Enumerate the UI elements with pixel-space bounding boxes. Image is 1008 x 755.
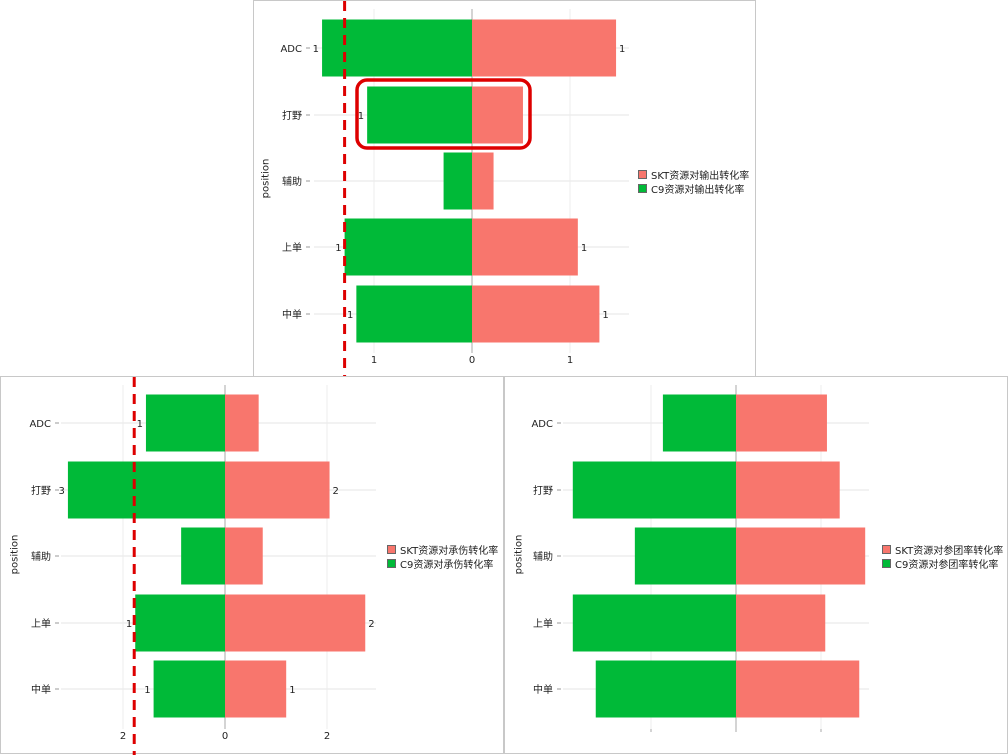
legend-item-c9: C9资源对输出转化率 bbox=[638, 181, 749, 196]
chart-panel-output: ADC 1 1 打野 1 辅助上单 1 1 中单 1 1 1 0 1 position SKT资源对输出转… bbox=[253, 0, 756, 379]
bar-c9-4 bbox=[153, 660, 225, 718]
category-label: ADC bbox=[29, 419, 51, 430]
x-tick-label: 2 bbox=[120, 731, 126, 742]
category-label: ADC bbox=[531, 419, 553, 430]
bar-c9-1 bbox=[367, 86, 472, 144]
bar-c9-0 bbox=[145, 394, 225, 452]
legend-swatch-c9 bbox=[882, 558, 891, 568]
bar-skt-2 bbox=[472, 152, 494, 210]
legend-label-c9: C9资源对承伤转化率 bbox=[400, 559, 494, 571]
y-axis-label: position bbox=[513, 534, 525, 575]
data-label-right: 1 bbox=[581, 243, 587, 254]
category-label: 上单 bbox=[533, 618, 553, 630]
category-label: 打野 bbox=[533, 484, 553, 497]
chart-panel-participation: ADC 打野辅助上单中单 position SKT资源对参团率转化率 C9资源对参… bbox=[504, 376, 1008, 754]
bar-skt-1 bbox=[736, 461, 840, 519]
bar-c9-3 bbox=[572, 594, 736, 652]
bar-skt-4 bbox=[225, 660, 287, 718]
data-label-right: 1 bbox=[619, 44, 625, 55]
x-tick-label: 0 bbox=[222, 731, 228, 742]
legend-label-c9: C9资源对参团率转化率 bbox=[895, 559, 999, 571]
y-axis-label: position bbox=[9, 534, 21, 575]
data-label-left: 1 bbox=[347, 310, 353, 321]
bar-c9-1 bbox=[67, 461, 225, 519]
data-label-left: 1 bbox=[144, 685, 150, 696]
bar-c9-0 bbox=[322, 19, 472, 77]
data-label-left: 3 bbox=[59, 486, 65, 497]
x-tick-label: 0 bbox=[469, 355, 475, 366]
category-label: 中单 bbox=[31, 683, 51, 696]
bar-c9-4 bbox=[356, 285, 472, 343]
bar-skt-2 bbox=[736, 527, 866, 585]
legend-label-skt: SKT资源对输出转化率 bbox=[651, 170, 750, 182]
legend-item-c9: C9资源对承伤转化率 bbox=[387, 556, 498, 571]
bar-skt-0 bbox=[472, 19, 617, 77]
legend-item-skt: SKT资源对输出转化率 bbox=[638, 167, 750, 182]
data-label-left: 1 bbox=[137, 419, 143, 430]
legend-swatch-c9 bbox=[638, 183, 647, 193]
bar-skt-4 bbox=[472, 285, 600, 343]
legend-item-c9: C9资源对参团率转化率 bbox=[882, 556, 1003, 571]
legend-swatch-skt bbox=[882, 544, 891, 554]
legend: SKT资源对承伤转化率 C9资源对承伤转化率 bbox=[387, 542, 499, 571]
bar-c9-3 bbox=[344, 218, 472, 276]
data-label-right: 1 bbox=[602, 310, 608, 321]
data-label-right: 2 bbox=[333, 486, 339, 497]
legend: SKT资源对参团率转化率 C9资源对参团率转化率 bbox=[882, 542, 1004, 571]
annotation-highlight-box bbox=[355, 78, 532, 150]
chart-panel-damage-taken: ADC 1 打野 3 2 辅助上单 1 2 中单 1 1 2 0 2 position SKT资源对承伤转… bbox=[0, 376, 504, 755]
y-axis-label: position bbox=[260, 158, 272, 199]
legend-label-skt: SKT资源对参团率转化率 bbox=[895, 545, 1004, 557]
bar-c9-2 bbox=[181, 527, 225, 585]
category-label: 上单 bbox=[31, 618, 51, 630]
bar-skt-4 bbox=[736, 660, 860, 718]
category-label: 辅助 bbox=[533, 550, 553, 563]
data-label-right: 1 bbox=[289, 685, 295, 696]
bar-skt-3 bbox=[225, 594, 366, 652]
category-label: 打野 bbox=[282, 109, 302, 122]
bar-c9-4 bbox=[595, 660, 736, 718]
category-label: 中单 bbox=[282, 308, 302, 321]
bar-c9-3 bbox=[135, 594, 225, 652]
data-label-left: 1 bbox=[335, 243, 341, 254]
category-label: 辅助 bbox=[282, 175, 302, 188]
data-label-right: 2 bbox=[368, 619, 374, 630]
category-label: 上单 bbox=[282, 242, 302, 254]
bar-skt-0 bbox=[736, 394, 827, 452]
bar-skt-2 bbox=[225, 527, 263, 585]
bar-c9-2 bbox=[443, 152, 472, 210]
bar-c9-1 bbox=[572, 461, 736, 519]
bar-skt-0 bbox=[225, 394, 259, 452]
category-label: ADC bbox=[280, 44, 302, 55]
bar-skt-1 bbox=[472, 86, 523, 144]
bar-c9-0 bbox=[662, 394, 736, 452]
data-label-left: 1 bbox=[358, 111, 364, 122]
legend-item-skt: SKT资源对承伤转化率 bbox=[387, 542, 499, 557]
category-label: 辅助 bbox=[31, 550, 51, 563]
legend-item-skt: SKT资源对参团率转化率 bbox=[882, 542, 1004, 557]
data-label-left: 1 bbox=[126, 619, 132, 630]
legend-swatch-skt bbox=[638, 169, 647, 179]
legend-label-c9: C9资源对输出转化率 bbox=[651, 184, 745, 196]
legend-label-skt: SKT资源对承伤转化率 bbox=[400, 545, 499, 557]
legend: SKT资源对输出转化率 C9资源对输出转化率 bbox=[638, 167, 750, 196]
category-label: 中单 bbox=[533, 683, 553, 696]
x-tick-label: 1 bbox=[371, 355, 377, 366]
legend-swatch-c9 bbox=[387, 558, 396, 568]
category-label: 打野 bbox=[31, 484, 51, 497]
bar-skt-3 bbox=[472, 218, 578, 276]
x-tick-label: 1 bbox=[567, 355, 573, 366]
bar-c9-2 bbox=[634, 527, 736, 585]
bar-skt-3 bbox=[736, 594, 826, 652]
data-label-left: 1 bbox=[313, 44, 319, 55]
bar-skt-1 bbox=[225, 461, 330, 519]
x-tick-label: 2 bbox=[324, 731, 330, 742]
legend-swatch-skt bbox=[387, 544, 396, 554]
